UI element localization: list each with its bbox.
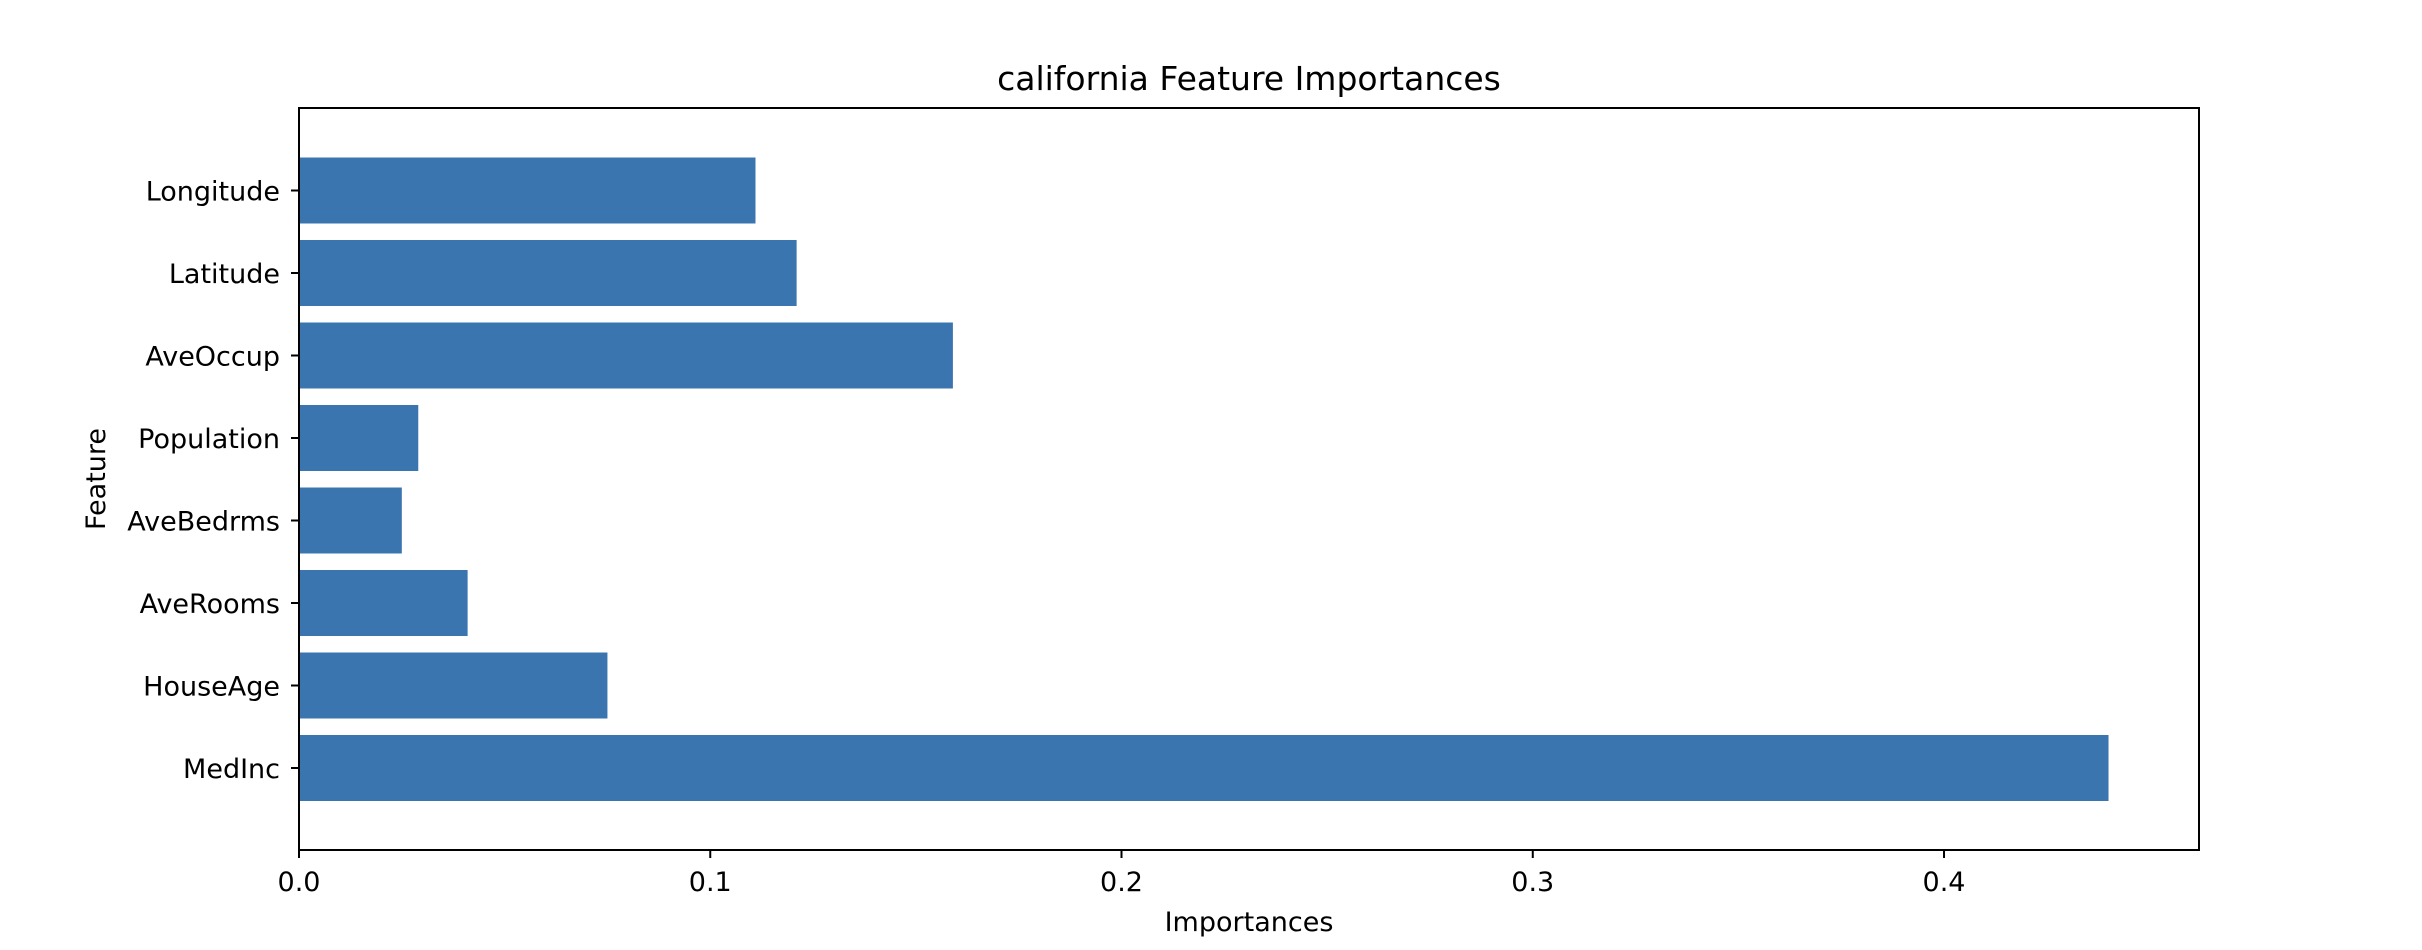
y-tick-label: AveBedrms — [127, 507, 280, 538]
y-tick-label: HouseAge — [143, 672, 280, 703]
plot-area-frame — [298, 107, 2200, 851]
bar-houseage — [299, 652, 608, 719]
x-tick-label: 0.2 — [1100, 867, 1143, 898]
bar-medinc — [299, 735, 2109, 801]
y-tick-label: Longitude — [146, 177, 280, 208]
bar-longitude — [299, 157, 756, 224]
x-tick-label: 0.3 — [1511, 867, 1554, 898]
x-tick-label: 0.1 — [689, 867, 732, 898]
bar-latitude — [299, 240, 797, 306]
y-tick-label: Latitude — [169, 259, 280, 290]
y-tick-label: AveRooms — [140, 589, 280, 620]
x-axis-label: Importances — [1165, 907, 1334, 938]
bar-population — [299, 405, 419, 471]
y-axis-label: Feature — [81, 428, 112, 530]
bar-avebedrms — [299, 487, 402, 554]
y-tick-label: AveOccup — [145, 342, 280, 373]
x-tick-label: 0.0 — [278, 867, 321, 898]
bars-layer — [299, 157, 2109, 801]
bar-aveoccup — [299, 322, 953, 389]
y-axis-ticks: MedInc HouseAge AveRooms AveBedrms Populatio… — [127, 177, 299, 785]
x-tick-label: 0.4 — [1923, 867, 1966, 898]
chart-title: california Feature Importances — [997, 59, 1501, 98]
bar-averooms — [299, 570, 468, 636]
x-axis-ticks: 0.0 0.1 0.2 0.3 0.4 — [278, 850, 1966, 898]
y-tick-label: MedInc — [183, 754, 280, 785]
y-tick-label: Population — [138, 424, 280, 455]
